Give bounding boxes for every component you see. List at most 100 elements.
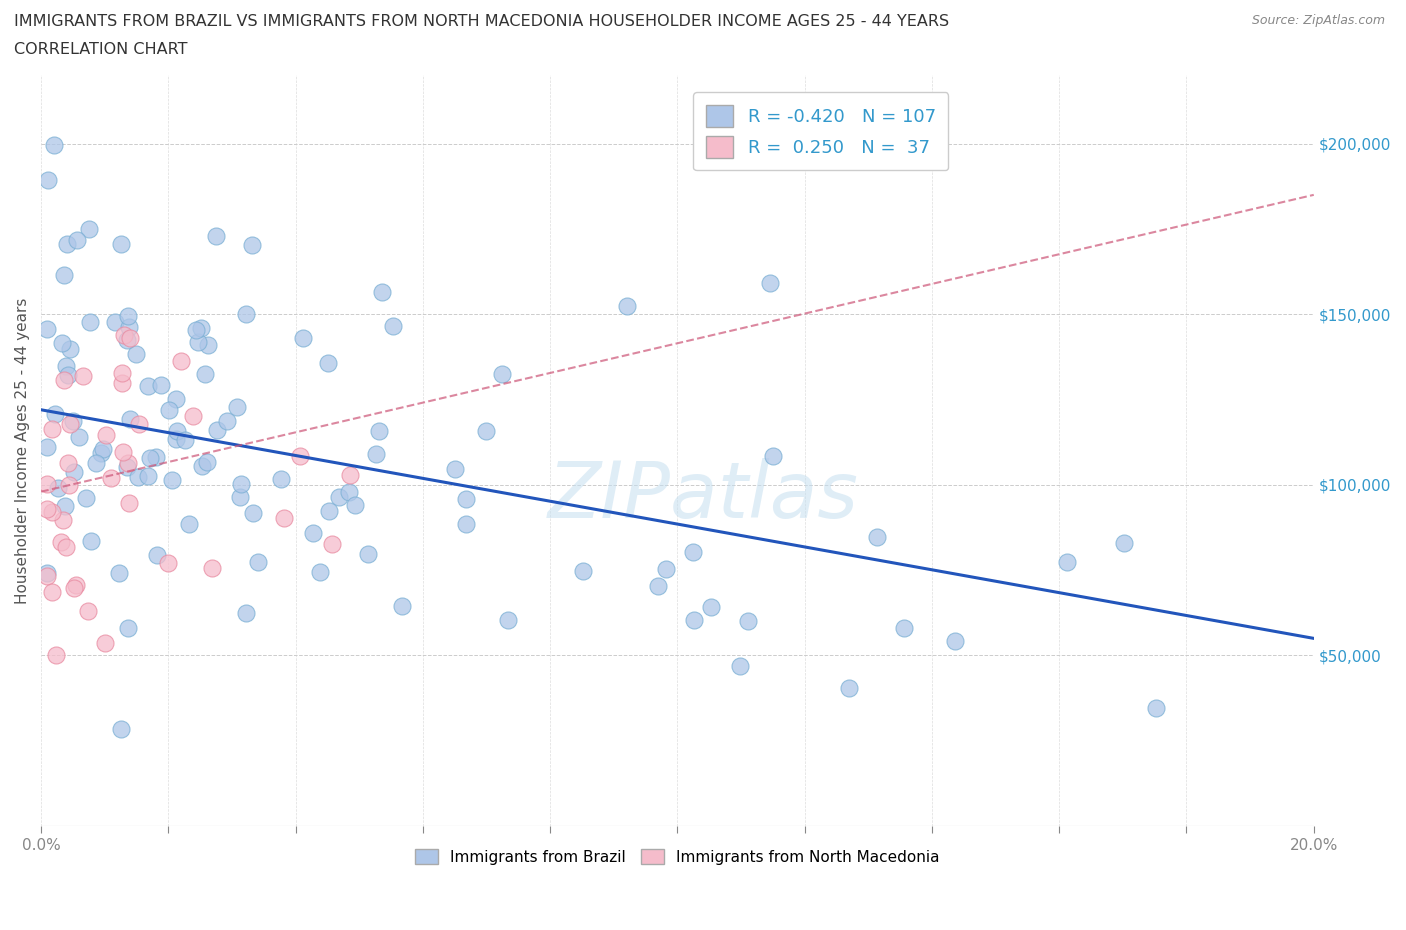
Point [72,368,94,383]
Point [112,327,135,342]
Point [37,322,59,337]
Point [165,392,187,406]
Point [51,336,73,351]
Point [454,516,477,531]
Point [235,605,257,620]
Point [273,511,295,525]
Point [77,604,100,618]
Point [37,476,59,491]
Point [247,554,270,569]
Point [456,491,478,506]
Point [96,428,118,443]
Point [53,498,76,513]
Point [1144,700,1167,715]
Point [100,471,122,485]
Text: IMMIGRANTS FROM BRAZIL VS IMMIGRANTS FROM NORTH MACEDONIA HOUSEHOLDER INCOME AGE: IMMIGRANTS FROM BRAZIL VS IMMIGRANTS FRO… [14,14,949,29]
Point [181,408,204,423]
Point [339,468,361,483]
Point [111,445,134,459]
Point [120,412,142,427]
Point [127,470,149,485]
Point [240,237,263,252]
Point [45,648,67,663]
Point [191,458,214,473]
Point [145,449,167,464]
Point [56,237,79,252]
Point [838,681,860,696]
Point [444,462,467,477]
Point [117,620,139,635]
Text: ZIPatlas: ZIPatlas [547,458,858,534]
Point [683,613,706,628]
Y-axis label: Householder Income Ages 25 - 44 years: Householder Income Ages 25 - 44 years [15,298,30,604]
Point [321,537,343,551]
Point [1112,536,1135,551]
Point [41,585,63,600]
Point [231,476,253,491]
Point [291,330,314,345]
Point [104,314,127,329]
Point [80,534,103,549]
Point [149,378,172,392]
Point [118,496,141,511]
Point [270,472,292,486]
Point [157,402,180,417]
Point [194,366,217,381]
Point [46,481,69,496]
Point [759,275,782,290]
Point [90,445,112,460]
Point [200,560,222,575]
Point [1056,555,1078,570]
Point [169,354,191,369]
Point [110,722,132,737]
Point [166,424,188,439]
Point [37,565,59,580]
Point [62,465,84,480]
Point [138,450,160,465]
Point [115,459,138,474]
Point [37,440,59,455]
Point [205,422,228,437]
Point [184,323,207,338]
Point [165,432,187,446]
Point [190,320,212,335]
Point [53,267,76,282]
Point [496,613,519,628]
Point [120,330,142,345]
Text: CORRELATION CHART: CORRELATION CHART [14,42,187,57]
Point [58,455,80,470]
Point [128,417,150,432]
Point [42,138,65,153]
Point [235,306,257,321]
Point [682,544,704,559]
Point [366,446,388,461]
Point [136,379,159,393]
Point [41,422,63,437]
Point [197,337,219,352]
Point [728,658,751,673]
Point [173,432,195,447]
Point [157,555,180,570]
Point [343,498,366,512]
Point [52,512,75,527]
Point [195,455,218,470]
Point [66,232,89,247]
Point [115,332,138,347]
Point [318,503,340,518]
Point [356,546,378,561]
Point [37,173,59,188]
Point [301,525,323,540]
Point [367,423,389,438]
Point [391,599,413,614]
Point [118,320,141,335]
Point [62,580,84,595]
Point [893,620,915,635]
Point [700,600,723,615]
Point [59,416,82,431]
Point [762,448,785,463]
Point [84,455,107,470]
Point [136,468,159,483]
Point [229,489,252,504]
Point [655,562,678,577]
Point [58,478,80,493]
